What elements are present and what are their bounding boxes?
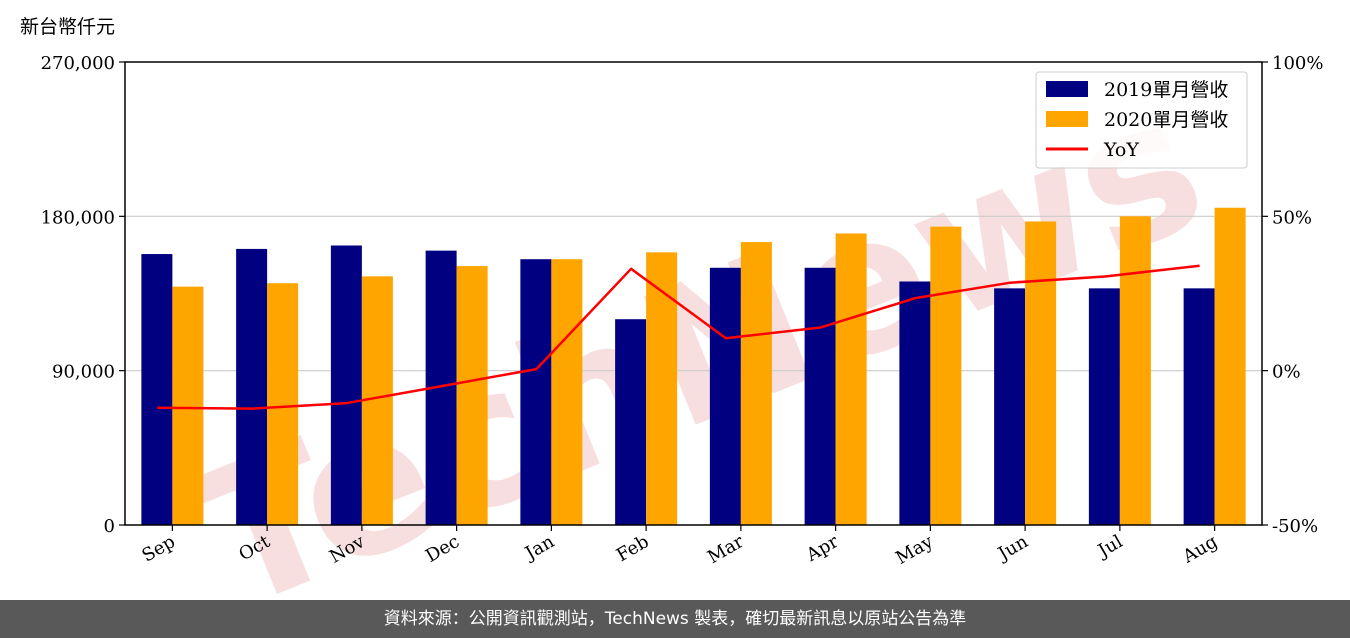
right-tick-label-0: -50% <box>1272 516 1318 537</box>
x-tick-label-aug: Aug <box>1178 531 1221 568</box>
x-tick-label-feb: Feb <box>613 531 653 566</box>
legend-swatch-0 <box>1046 81 1088 97</box>
yoy-line <box>157 264 1200 410</box>
right-tick-label-3: 100% <box>1272 53 1323 74</box>
bar-2019-oct <box>236 248 268 526</box>
bar-2019-mar <box>709 267 741 525</box>
bar-2020-apr <box>835 233 867 525</box>
yoy-line-layer <box>157 264 1200 410</box>
bar-2020-sep <box>172 286 204 525</box>
right-tick-label-1: 0% <box>1272 362 1301 383</box>
left-tick-label-0: 0 <box>104 516 115 537</box>
bar-2019-jul <box>1088 288 1120 525</box>
bar-2020-aug <box>1214 207 1246 525</box>
x-tick-label-jul: Jul <box>1093 531 1127 563</box>
bar-2019-jan <box>520 259 552 525</box>
left-axis-ticks: 0 90,000 180,000 270,000 <box>41 53 125 537</box>
bar-2020-jan <box>551 259 583 525</box>
bar-2020-feb <box>646 252 678 525</box>
left-tick-label-1: 90,000 <box>52 362 115 383</box>
bar-2019-aug <box>1183 288 1215 525</box>
axes <box>124 61 1263 526</box>
x-tick-label-mar: Mar <box>704 531 748 568</box>
x-tick-label-may: May <box>892 531 937 569</box>
bar-2020-mar <box>740 242 772 526</box>
bar-2019-feb <box>615 319 647 525</box>
bar-2020-may <box>930 226 962 525</box>
legend: 2019單月營收 2020單月營收 YoY <box>1035 71 1248 169</box>
left-tick-label-2: 180,000 <box>41 207 115 228</box>
left-tick-label-3: 270,000 <box>41 53 115 74</box>
bar-2019-sep <box>141 254 173 525</box>
right-tick-label-2: 50% <box>1272 207 1312 228</box>
x-tick-label-sep: Sep <box>138 531 178 566</box>
y-unit-label: 新台幣仟元 <box>20 16 115 38</box>
bar-2020-jul <box>1119 216 1151 526</box>
bars <box>141 207 1246 526</box>
bar-2019-apr <box>804 267 836 525</box>
bar-2020-dec <box>456 266 488 525</box>
legend-box <box>1035 71 1248 169</box>
right-axis-ticks: -50% 0% 50% 100% <box>1262 53 1323 537</box>
x-tick-label-apr: Apr <box>802 531 842 566</box>
gridlines <box>125 215 1262 372</box>
bar-2019-jun <box>994 288 1026 525</box>
source-text: 資料來源：公開資訊觀測站，TechNews 製表，確切最新訊息以原站公告為準 <box>383 609 967 629</box>
source-footer: 資料來源：公開資訊觀測站，TechNews 製表，確切最新訊息以原站公告為準 <box>0 600 1350 638</box>
x-tick-label-jun: Jun <box>993 531 1032 566</box>
legend-label-2: YoY <box>1103 139 1139 161</box>
legend-label-0: 2019單月營收 <box>1104 79 1228 101</box>
bar-2019-may <box>899 281 931 525</box>
bar-2019-nov <box>330 245 362 526</box>
bar-2020-oct <box>267 283 299 525</box>
legend-swatch-1 <box>1046 111 1088 127</box>
plot-frame <box>124 61 1263 526</box>
bar-2020-jun <box>1025 221 1057 525</box>
legend-label-1: 2020單月營收 <box>1104 109 1228 131</box>
